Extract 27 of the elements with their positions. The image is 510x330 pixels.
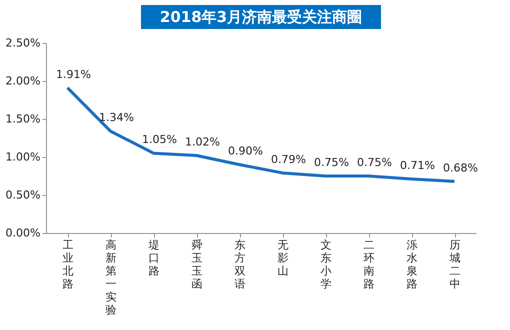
y-tick-label: 2.50%: [6, 36, 40, 50]
data-label: 1.34%: [99, 111, 134, 124]
y-tick-label: 0.00%: [6, 226, 40, 240]
x-tick-label: 工业北路: [62, 238, 74, 290]
data-label: 0.75%: [314, 156, 349, 169]
y-tick-label: 1.00%: [6, 150, 40, 164]
data-label: 1.91%: [56, 68, 91, 81]
x-tick-label: 文东小学: [320, 238, 332, 290]
x-tick-label: 历城二中: [448, 238, 460, 290]
x-tick-label: 东方双语: [234, 238, 246, 290]
x-tick-label: 无影山: [278, 238, 288, 278]
data-label: 1.05%: [142, 133, 177, 146]
data-label: 0.90%: [228, 144, 263, 158]
y-tick-label: 0.50%: [6, 188, 40, 202]
data-label: 0.71%: [400, 159, 435, 172]
data-label: 0.79%: [271, 152, 306, 166]
data-label: 0.75%: [357, 156, 392, 169]
x-tick-label: 二环南路: [364, 238, 374, 290]
x-tick-label: 舜玉玉函: [192, 238, 202, 290]
data-label: 1.02%: [185, 135, 220, 148]
x-tick-label: 高新第一实验: [106, 238, 116, 316]
x-tick-label: 泺水泉路: [406, 238, 418, 290]
y-tick-label: 1.50%: [6, 112, 40, 126]
x-tick-label: 堤口路: [148, 238, 160, 278]
y-tick-label: 2.00%: [6, 74, 40, 88]
data-label: 0.68%: [443, 161, 478, 174]
chart-title: 2018年3月济南最受关注商圈: [160, 8, 362, 26]
